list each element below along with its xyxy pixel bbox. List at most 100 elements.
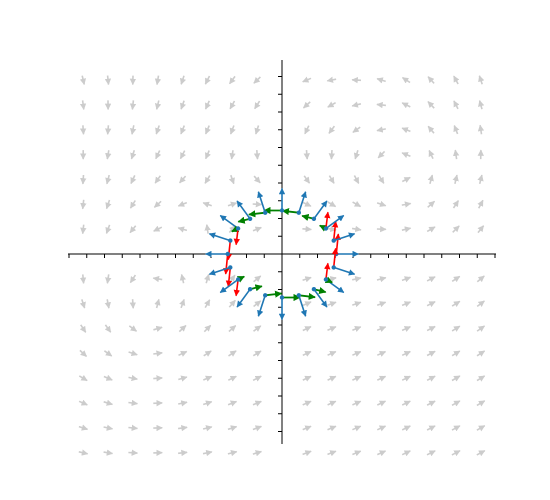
- field-arrow: [376, 350, 387, 357]
- circle-point: [235, 226, 241, 231]
- field-arrow: [376, 126, 386, 133]
- field-arrow: [128, 349, 138, 357]
- field-arrow: [327, 375, 337, 382]
- field-arrow: [180, 100, 187, 110]
- field-arrow: [204, 125, 211, 135]
- field-arrow: [79, 274, 87, 284]
- field-arrow: [179, 150, 187, 160]
- field-arrow: [178, 350, 188, 357]
- field-arrow: [177, 226, 188, 233]
- normal-arrow: [333, 232, 356, 242]
- residual-arrow: [225, 240, 233, 261]
- field-arrow: [376, 276, 387, 283]
- field-arrow: [78, 374, 88, 382]
- circle-point: [323, 226, 329, 231]
- field-arrow: [253, 76, 261, 84]
- residual-arrow: [233, 228, 240, 246]
- field-arrow: [202, 449, 213, 457]
- field-arrow: [179, 298, 186, 309]
- field-arrow: [302, 225, 312, 233]
- tangential-arrow: [298, 292, 316, 301]
- field-arrow: [105, 274, 112, 284]
- normal-arrow: [333, 266, 356, 276]
- field-arrow: [253, 325, 262, 332]
- circle-point: [247, 216, 253, 221]
- field-arrow: [79, 299, 86, 309]
- field-arrow: [228, 299, 236, 308]
- field-arrow: [302, 425, 312, 432]
- tangential-arrow: [281, 207, 299, 216]
- normal-arrow: [257, 191, 266, 213]
- field-arrow: [179, 75, 187, 85]
- field-arrow: [302, 350, 312, 357]
- field-arrow: [228, 350, 237, 357]
- field-arrow: [104, 299, 111, 309]
- field-arrow: [129, 100, 137, 111]
- field-arrow: [401, 400, 411, 407]
- field-arrow: [352, 200, 362, 208]
- field-arrow: [204, 100, 211, 110]
- field-arrow: [426, 226, 436, 233]
- field-arrow: [152, 275, 163, 283]
- field-arrow: [451, 350, 461, 357]
- field-arrow: [153, 375, 163, 382]
- field-arrow: [352, 375, 362, 382]
- field-arrow: [352, 350, 362, 357]
- field-arrow: [154, 75, 162, 86]
- field-arrow: [179, 175, 187, 184]
- field-arrow: [376, 101, 386, 109]
- field-arrow: [451, 425, 461, 432]
- field-arrow: [352, 326, 362, 333]
- residual-arrow: [225, 267, 233, 288]
- field-arrow: [204, 150, 211, 160]
- field-arrow: [254, 125, 261, 135]
- normal-arrow: [236, 200, 251, 220]
- normal-arrow: [257, 295, 266, 317]
- field-arrow: [427, 174, 434, 185]
- field-arrow: [352, 400, 362, 407]
- field-arrow: [352, 450, 362, 457]
- field-arrow: [227, 375, 237, 382]
- field-arrow: [252, 201, 263, 208]
- field-arrow: [128, 399, 139, 407]
- background-vector-field: [78, 75, 486, 457]
- circle-point: [279, 295, 285, 300]
- field-arrow: [103, 350, 113, 357]
- field-arrow: [252, 375, 262, 382]
- field-arrow: [177, 200, 188, 207]
- field-arrow: [326, 76, 337, 83]
- residual-arrow: [331, 220, 339, 241]
- field-arrow: [451, 325, 461, 332]
- field-arrow: [105, 224, 112, 235]
- field-arrow: [229, 150, 236, 160]
- field-arrow: [401, 425, 411, 432]
- field-arrow: [229, 100, 236, 110]
- circle-point: [323, 277, 329, 282]
- field-arrow: [478, 75, 485, 85]
- field-arrow: [376, 375, 387, 382]
- field-arrow: [103, 449, 114, 456]
- field-arrow: [328, 125, 336, 134]
- field-arrow: [376, 200, 387, 207]
- field-arrow: [427, 200, 436, 208]
- circle-point: [296, 293, 301, 298]
- field-arrow: [476, 325, 486, 332]
- field-arrow: [153, 350, 163, 357]
- circle-point: [311, 287, 317, 292]
- circle-point: [279, 208, 285, 213]
- field-arrow: [78, 424, 89, 431]
- field-arrow: [79, 75, 87, 86]
- field-arrow: [154, 175, 162, 184]
- field-arrow: [376, 450, 387, 457]
- field-arrow: [227, 201, 238, 208]
- field-arrow: [451, 275, 461, 283]
- field-arrow: [452, 200, 460, 209]
- field-arrow: [476, 375, 486, 382]
- field-arrow: [327, 200, 337, 208]
- field-arrow: [303, 150, 310, 160]
- field-arrow: [228, 75, 236, 85]
- field-arrow: [303, 175, 311, 184]
- field-arrow: [352, 126, 361, 134]
- field-arrow: [104, 75, 112, 86]
- field-arrow: [426, 325, 436, 332]
